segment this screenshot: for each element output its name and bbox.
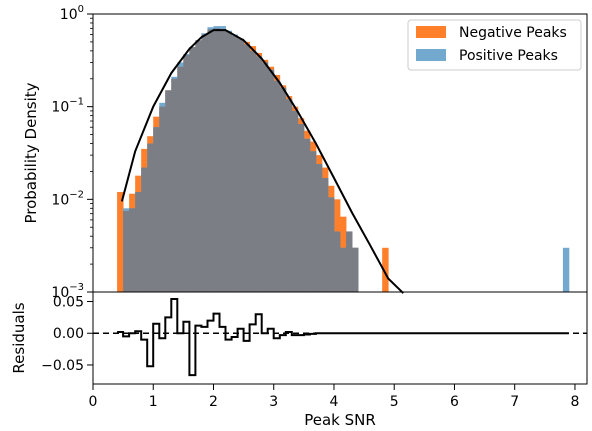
y-tick-label: 10−1: [51, 97, 84, 116]
bar-overlap: [195, 40, 202, 293]
x-tick-label: 4: [330, 394, 339, 410]
bar-overlap: [327, 197, 335, 292]
bar-overlap: [225, 31, 232, 292]
overlap-bars: [123, 28, 359, 293]
bar-overlap: [261, 62, 269, 292]
bar-overlap: [213, 28, 220, 292]
bar-overlap: [303, 138, 311, 292]
fit-curve: [120, 29, 404, 294]
bar-overlap: [346, 231, 353, 292]
bar-overlap: [147, 143, 154, 292]
y-tick-label: 10−2: [51, 189, 84, 208]
residual-step: [117, 298, 569, 377]
bar-overlap: [165, 90, 172, 292]
legend: Negative Peaks Positive Peaks: [407, 19, 582, 71]
residual-y-tick-label: −0.05: [41, 358, 84, 374]
bar-overlap: [291, 110, 299, 292]
bar-overlap: [189, 47, 196, 292]
bar-overlap: [141, 167, 148, 292]
legend-label-positive: Positive Peaks: [459, 48, 558, 64]
legend-swatch-negative: [416, 26, 446, 38]
x-tick-label: 2: [209, 394, 218, 410]
residual-frame: [92, 291, 588, 385]
bar-overlap: [267, 69, 275, 292]
bar-overlap: [153, 127, 160, 293]
bar-overlap: [231, 35, 238, 293]
bar-overlap: [273, 80, 281, 292]
x-tick-label: 3: [269, 394, 278, 410]
bar-overlap: [177, 66, 184, 292]
bar-overlap: [159, 106, 166, 293]
x-tick-label: 8: [570, 394, 579, 410]
residual-y-ticks: 0.05 0.00 −0.05: [41, 295, 93, 374]
bar-overlap: [285, 99, 293, 293]
bar-overlap: [249, 50, 257, 292]
bar-overlap: [237, 38, 245, 292]
residual-x-ticks: 0 1 2 3 4 5 6 7 8: [89, 384, 579, 410]
bar-negative: [117, 191, 124, 292]
bar-overlap: [321, 177, 329, 292]
bar-overlap: [315, 164, 323, 292]
bar-overlap: [333, 231, 341, 292]
legend-label-negative: Negative Peaks: [459, 25, 567, 41]
bar-overlap: [255, 56, 263, 292]
bar-overlap: [297, 124, 305, 293]
bar-negative: [382, 247, 389, 292]
x-tick-label: 0: [89, 394, 98, 410]
residual-ylabel: Residuals: [10, 302, 28, 373]
x-tick-label: 7: [510, 394, 519, 410]
x-tick-label: 6: [450, 394, 459, 410]
bar-overlap: [219, 29, 226, 292]
bar-overlap: [183, 55, 190, 292]
legend-box: [407, 19, 582, 71]
y-tick-label: 100: [60, 4, 84, 23]
x-tick-label: 1: [149, 394, 158, 410]
bar-overlap: [279, 87, 287, 292]
bar-overlap: [207, 29, 214, 292]
legend-swatch-positive: [416, 49, 446, 61]
bar-overlap: [129, 208, 136, 292]
bar-overlap: [123, 210, 130, 292]
x-axis-label: Peak SNR: [304, 411, 376, 429]
residual-y-tick-label: 0.05: [53, 295, 84, 311]
bar-overlap: [352, 247, 359, 292]
main-ylabel: Probability Density: [22, 82, 40, 223]
residual-panel: 0.05 0.00 −0.05 0 1 2 3 4 5 6 7 8 Residuals Peak S…: [10, 291, 588, 429]
bar-overlap: [243, 44, 251, 293]
x-tick-label: 5: [390, 394, 399, 410]
residual-y-tick-label: 0.00: [53, 326, 84, 342]
bar-positive-outlier: [562, 247, 570, 292]
bar-overlap: [340, 247, 347, 292]
bar-overlap: [201, 34, 208, 292]
bar-overlap: [309, 151, 317, 292]
bar-overlap: [135, 191, 142, 292]
bar-overlap: [171, 78, 178, 293]
